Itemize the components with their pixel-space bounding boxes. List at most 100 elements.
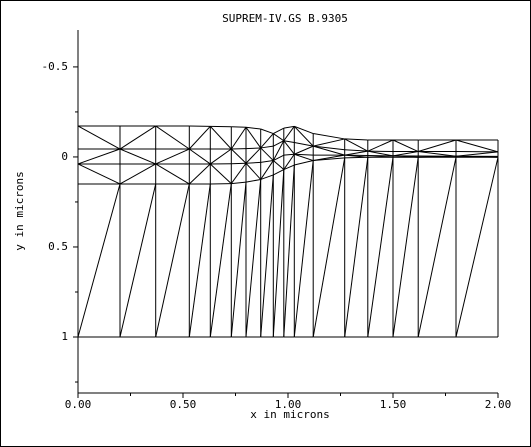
y-tick-label: -0.5	[42, 60, 69, 73]
mesh-edge	[313, 138, 345, 147]
mesh-edge	[260, 145, 274, 149]
mesh-edge	[245, 126, 262, 149]
mesh-edge	[283, 153, 295, 170]
mesh-edge	[273, 127, 285, 134]
mesh-edge	[231, 126, 247, 128]
mesh-edge	[155, 183, 190, 338]
mesh-edge	[367, 150, 394, 157]
mesh-edge	[155, 163, 190, 185]
mesh-edge	[273, 154, 285, 161]
mesh-edge	[392, 155, 419, 158]
mesh-edge	[344, 138, 368, 141]
mesh-edge	[260, 174, 274, 338]
mesh-edge	[283, 125, 295, 129]
mesh-edge	[273, 140, 285, 147]
mesh-edge	[230, 182, 247, 338]
chart-title: SUPREM-IV.GS B.9305	[222, 12, 348, 25]
mesh-edge	[294, 125, 314, 135]
mesh-edge	[417, 157, 457, 338]
mesh-edge	[294, 145, 314, 155]
mesh-edge	[210, 148, 232, 165]
mesh-edge	[455, 155, 499, 158]
mesh-edge	[77, 148, 121, 165]
mesh-edge	[245, 147, 261, 150]
mesh-edge	[209, 183, 232, 338]
mesh-edge	[294, 160, 314, 166]
mesh-edge	[245, 126, 261, 130]
mesh-edge	[230, 148, 247, 164]
mesh-edge	[455, 157, 499, 338]
mesh-edge	[245, 147, 262, 164]
mesh-edge	[188, 125, 211, 150]
mesh-edge	[313, 145, 345, 151]
x-tick-label: 1.50	[380, 398, 407, 411]
mesh-edge	[119, 163, 156, 185]
mesh-edge	[392, 151, 419, 157]
mesh-edge	[260, 174, 274, 180]
y-axis-label: y in microns	[13, 171, 26, 250]
x-tick-label: 0.00	[65, 398, 92, 411]
mesh-edge	[272, 160, 285, 170]
mesh-edge	[392, 139, 419, 152]
mesh-edge	[155, 125, 190, 150]
mesh-edge	[312, 157, 346, 338]
mesh-edge	[230, 126, 247, 150]
mesh-edge	[313, 133, 345, 140]
y-tick-label: 0.5	[48, 240, 68, 253]
mesh-edge	[272, 169, 285, 338]
mesh-edge	[77, 125, 121, 150]
mesh-edge	[273, 169, 285, 176]
mesh-edge	[283, 140, 295, 155]
mesh-edge	[344, 150, 368, 156]
mesh-edge	[245, 178, 261, 183]
mesh-edge	[344, 138, 369, 152]
x-tick-label: 1.00	[275, 398, 302, 411]
mesh-edge	[455, 151, 499, 157]
mesh-edge	[119, 125, 156, 150]
y-tick-label: 1	[61, 330, 68, 343]
mesh-edge	[418, 151, 457, 157]
mesh-edge	[77, 183, 121, 338]
x-axis-label: x in microns	[250, 408, 329, 421]
mesh-edge	[272, 140, 285, 161]
mesh-edge	[294, 142, 314, 147]
mesh-edge	[260, 160, 274, 163]
mesh-edge	[260, 133, 274, 149]
mesh-edge	[293, 125, 314, 147]
mesh-edge	[367, 155, 394, 158]
mesh-edge	[245, 179, 262, 338]
mesh-edge	[231, 162, 247, 165]
mesh-edge	[209, 125, 232, 150]
mesh-edge	[455, 139, 499, 153]
mesh-edge	[188, 163, 211, 185]
mesh-edge	[392, 157, 419, 338]
mesh-edge	[367, 139, 394, 152]
mesh-edge	[418, 155, 457, 158]
mesh-edge	[344, 149, 368, 152]
x-tick-label: 2.00	[485, 398, 512, 411]
mesh-edge	[188, 183, 211, 338]
mesh-edge	[283, 140, 295, 144]
mesh-edge	[294, 153, 314, 156]
mesh-edge	[283, 164, 295, 171]
mesh-edge	[260, 160, 274, 180]
mesh-edge	[209, 163, 232, 184]
mesh-edge	[283, 153, 295, 156]
mesh-edge	[313, 145, 345, 156]
mesh-edge	[260, 128, 274, 135]
mesh-edge	[230, 162, 247, 184]
mesh-edge	[260, 147, 274, 161]
mesh-edge	[313, 154, 345, 162]
mesh-edge	[283, 126, 295, 142]
mesh-edge	[119, 183, 157, 338]
mesh-edge	[245, 161, 261, 164]
mesh-edge	[245, 162, 262, 180]
mesh-edge	[231, 181, 247, 185]
x-tick-label: 0.50	[170, 398, 197, 411]
mesh-edge	[293, 160, 314, 338]
mesh-edge	[344, 154, 368, 158]
mesh-edge	[367, 157, 394, 338]
mesh-edge	[344, 157, 369, 338]
mesh-edge	[77, 163, 121, 185]
